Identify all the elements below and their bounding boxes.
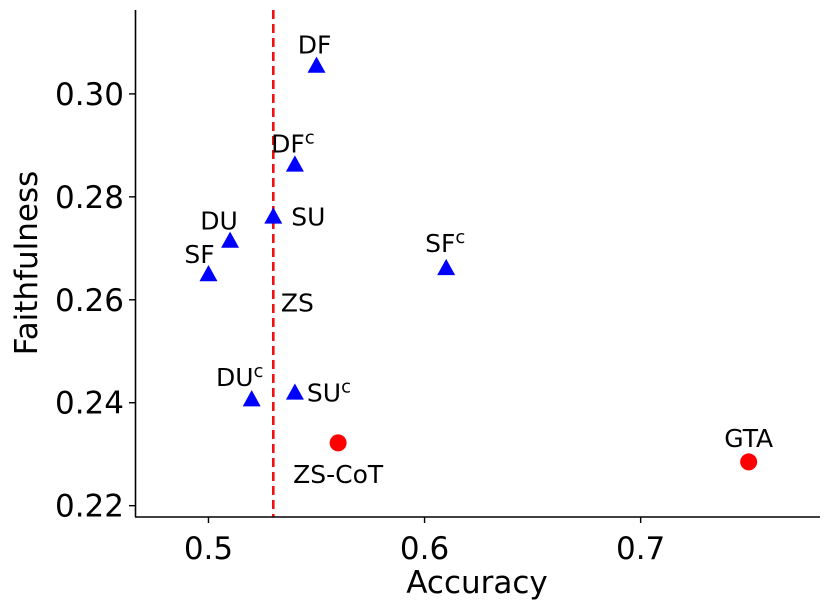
point-label: DUc [216,361,263,392]
triangle-marker [264,207,283,224]
point-label: DU [200,207,238,236]
triangle-marker [307,56,326,73]
triangle-marker [221,231,240,248]
triangle-marker [199,265,218,282]
y-tick-label: 0.30 [55,77,124,113]
point-label: SFc [425,227,465,258]
x-tick-label: 0.6 [400,531,449,567]
point-label: DF [298,31,332,60]
triangle-marker [437,258,456,276]
axes [134,10,820,518]
triangle-marker [285,383,304,400]
point-label: ZS-CoT [293,460,384,489]
point-label: DFc [271,127,315,158]
y-axis-title: Faithfulness [9,171,45,356]
point-label: SU [291,202,325,231]
ticks: 0.5 0.6 0.7 0.22 0.24 0.26 0.28 0.30 [55,77,665,567]
triangle-marker [242,390,261,407]
y-tick-label: 0.24 [55,386,124,422]
circle-marker [740,453,758,471]
point-label: SF [184,240,214,269]
point-label: GTA [724,424,773,453]
y-tick-label: 0.22 [55,489,124,525]
point-label: SUc [307,376,351,407]
x-tick-label: 0.5 [184,531,233,567]
data-points [199,56,758,471]
x-tick-label: 0.7 [616,531,665,567]
y-tick-label: 0.28 [55,180,124,216]
annotation-label: ZS [281,288,314,317]
x-axis-title: Accuracy [406,565,548,601]
triangle-marker [285,155,304,172]
circle-marker [329,434,347,452]
y-tick-label: 0.26 [55,283,124,319]
point-labels: DF DFc SU DU SF SFc DUc SUc ZS-CoT GTA ZS [184,31,773,489]
